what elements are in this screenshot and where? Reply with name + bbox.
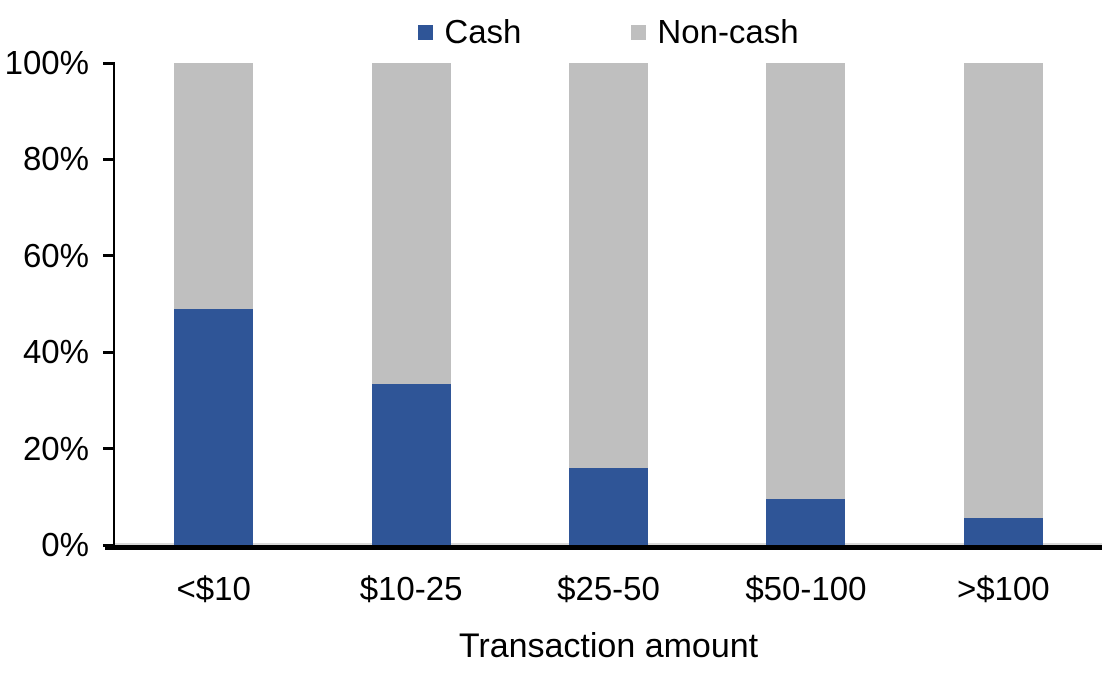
y-tick (103, 157, 115, 161)
y-tick-label: 80% (22, 140, 89, 178)
bar (371, 63, 451, 545)
x-tick-label: >$100 (956, 570, 1050, 607)
x-axis-title: Transaction amount (458, 627, 759, 665)
x-tick-label: $25-50 (557, 570, 660, 607)
y-tick (103, 254, 115, 258)
cash-swatch-icon (418, 24, 434, 40)
bar-group (312, 63, 509, 545)
x-tick-label: $50-100 (745, 570, 867, 607)
bar-segment-cash (963, 518, 1043, 545)
bar-group (707, 63, 904, 545)
y-tick-label: 60% (22, 236, 89, 274)
y-axis-ticks (103, 61, 115, 547)
bar-segment-non-cash (568, 63, 648, 468)
bar-group (905, 63, 1102, 545)
y-tick (103, 447, 115, 451)
x-axis-line (105, 545, 1102, 550)
bar-segment-cash (174, 308, 254, 545)
y-axis-labels: 0% 20% 40% 60% 80% 100% (0, 44, 97, 563)
x-tick-label: $10-25 (359, 570, 463, 607)
legend-label-non-cash: Non-cash (657, 13, 799, 50)
bar-group (510, 63, 707, 545)
legend-item-cash: Cash (418, 12, 521, 52)
y-axis-line (113, 63, 115, 550)
bar (174, 63, 254, 545)
bar-group (115, 63, 312, 545)
x-axis-labels: <$10 $10-25 $25-50 $50-100 >$100 (115, 568, 1102, 610)
bar (766, 63, 846, 545)
bar-segment-non-cash (174, 63, 254, 309)
legend-label-cash: Cash (444, 13, 522, 50)
y-tick (103, 350, 115, 354)
y-tick-label: 0% (41, 526, 89, 563)
legend-item-non-cash: Non-cash (631, 12, 799, 52)
bar-segment-non-cash (371, 63, 451, 384)
y-tick (103, 61, 115, 65)
bar-segment-non-cash (963, 63, 1043, 519)
bar (568, 63, 648, 545)
y-tick-label: 40% (22, 333, 89, 371)
y-tick-label: 100% (4, 44, 89, 81)
y-tick-label: 20% (22, 429, 89, 467)
bar (963, 63, 1043, 545)
bar-segment-cash (568, 467, 648, 545)
plot-area (115, 63, 1102, 545)
non-cash-swatch-icon (631, 24, 647, 40)
legend: Cash Non-cash (115, 12, 1102, 52)
bar-segment-cash (766, 499, 846, 545)
bar-segment-non-cash (766, 63, 846, 500)
x-tick-label: <$10 (176, 570, 251, 607)
bar-segment-cash (371, 383, 451, 545)
